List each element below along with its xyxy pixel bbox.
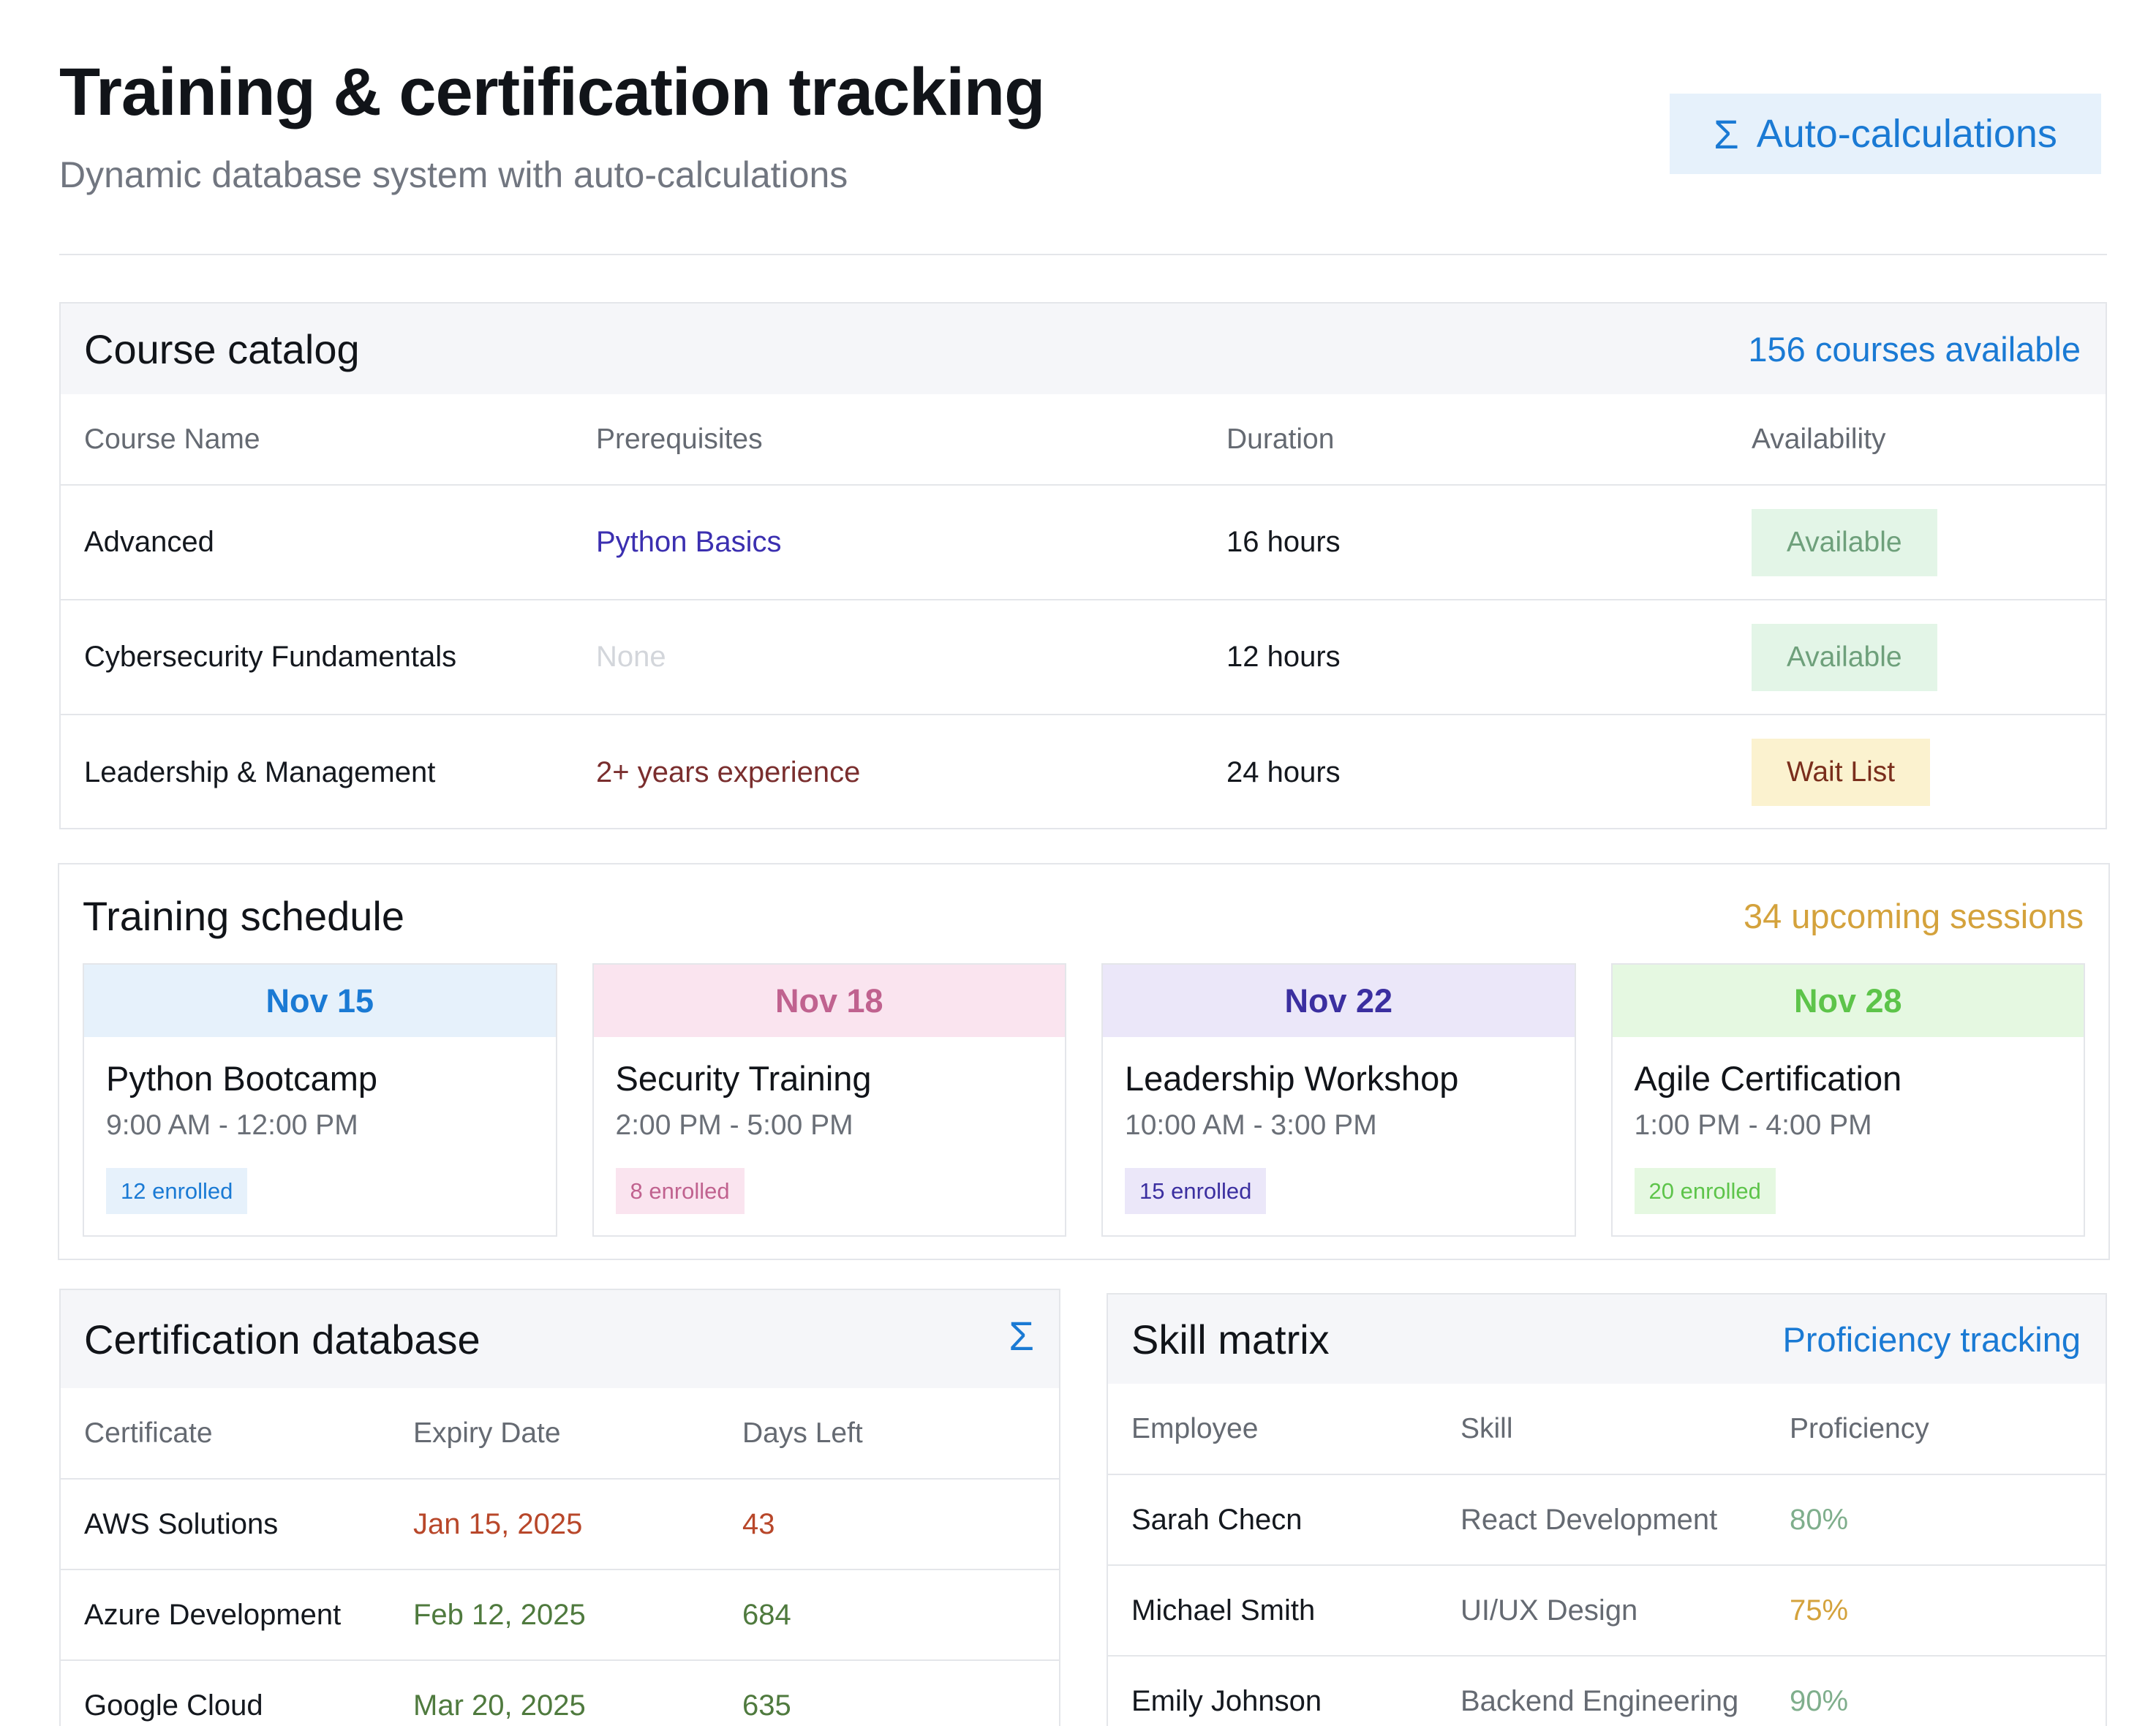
column-header-prerequisites[interactable]: Prerequisites — [596, 423, 763, 455]
page-header: Training & certification tracking Dynami… — [59, 54, 2107, 200]
session-cards: Nov 15 Python Bootcamp 9:00 AM - 12:00 P… — [83, 963, 2085, 1237]
certification-table: Certificate Expiry Date Days Left AWS So… — [61, 1388, 1059, 1726]
header-divider — [59, 254, 2107, 255]
status-badge[interactable]: Available — [1752, 623, 1937, 691]
course-catalog-header: Course catalog 156 courses available — [61, 304, 2106, 394]
session-date: Nov 15 — [84, 965, 556, 1037]
column-header-course-name[interactable]: Course Name — [84, 423, 260, 455]
table-row[interactable]: Google Cloud Mar 20, 2025 635 — [61, 1660, 1059, 1726]
skill-matrix-header: Skill matrix Proficiency tracking — [1108, 1294, 2106, 1384]
session-name: Leadership Workshop — [1125, 1059, 1459, 1098]
session-date: Nov 28 — [1612, 965, 2084, 1037]
proficiency-value: 80% — [1790, 1503, 1849, 1536]
skill-name: React Development — [1460, 1503, 1718, 1536]
status-badge[interactable]: Available — [1752, 508, 1937, 576]
enrolled-badge: 20 enrolled — [1634, 1168, 1776, 1214]
skill-table: Employee Skill Proficiency Sarah Checn R… — [1108, 1384, 2106, 1726]
session-time: 10:00 AM - 3:00 PM — [1125, 1109, 1377, 1141]
table-row[interactable]: Emily Johnson Backend Engineering 90% — [1108, 1656, 2106, 1726]
certificate-name: AWS Solutions — [84, 1507, 279, 1540]
column-header-skill[interactable]: Skill — [1460, 1412, 1513, 1444]
prerequisite-text: 2+ years experience — [596, 755, 861, 788]
prerequisite-text: None — [596, 641, 666, 673]
sigma-icon: Σ — [1714, 110, 1739, 157]
enrolled-badge: 12 enrolled — [106, 1168, 248, 1214]
course-catalog-title: Course catalog — [84, 325, 360, 372]
certificate-name: Azure Development — [84, 1598, 342, 1631]
employee-name: Michael Smith — [1131, 1594, 1316, 1627]
column-header-employee[interactable]: Employee — [1131, 1412, 1259, 1444]
table-row[interactable]: Advanced Python Basics 16 hours Availabl… — [61, 485, 2106, 600]
session-card[interactable]: Nov 28 Agile Certification 1:00 PM - 4:0… — [1610, 963, 2085, 1237]
expiry-date: Mar 20, 2025 — [413, 1689, 586, 1722]
column-header-certificate[interactable]: Certificate — [84, 1417, 213, 1449]
course-duration: 12 hours — [1226, 641, 1341, 673]
column-header-availability[interactable]: Availability — [1752, 423, 1886, 455]
training-schedule-title: Training schedule — [83, 892, 404, 939]
session-date: Nov 22 — [1103, 965, 1575, 1037]
sigma-icon[interactable]: Σ — [1009, 1312, 1034, 1359]
proficiency-tracking-link[interactable]: Proficiency tracking — [1782, 1319, 2081, 1359]
enrolled-badge: 15 enrolled — [1125, 1168, 1267, 1214]
session-name: Security Training — [615, 1059, 872, 1098]
column-header-proficiency[interactable]: Proficiency — [1790, 1412, 1929, 1444]
status-badge[interactable]: Wait List — [1752, 739, 1931, 806]
availability-cell: Available — [1728, 485, 2106, 600]
expiry-date: Jan 15, 2025 — [413, 1507, 583, 1540]
session-time: 2:00 PM - 5:00 PM — [615, 1109, 853, 1141]
column-header-expiry-date[interactable]: Expiry Date — [413, 1417, 561, 1449]
course-name: Advanced — [84, 526, 214, 558]
proficiency-value: 90% — [1790, 1685, 1849, 1717]
training-schedule-panel: Training schedule 34 upcoming sessions N… — [58, 863, 2110, 1260]
availability-cell: Wait List — [1728, 715, 2106, 829]
table-row[interactable]: Azure Development Feb 12, 2025 684 — [61, 1569, 1059, 1660]
prerequisite-link[interactable]: Python Basics — [596, 526, 782, 558]
session-card[interactable]: Nov 22 Leadership Workshop 10:00 AM - 3:… — [1101, 963, 1576, 1237]
table-row[interactable]: Sarah Checn React Development 80% — [1108, 1474, 2106, 1565]
upcoming-sessions-count[interactable]: 34 upcoming sessions — [1743, 896, 2084, 935]
session-time: 1:00 PM - 4:00 PM — [1634, 1109, 1872, 1141]
session-name: Python Bootcamp — [106, 1059, 377, 1098]
session-time: 9:00 AM - 12:00 PM — [106, 1109, 358, 1141]
course-table: Course Name Prerequisites Duration Avail… — [61, 394, 2106, 829]
table-row[interactable]: Leadership & Management 2+ years experie… — [61, 715, 2106, 829]
column-header-duration[interactable]: Duration — [1226, 423, 1335, 455]
table-row[interactable]: Michael Smith UI/UX Design 75% — [1108, 1565, 2106, 1656]
session-card[interactable]: Nov 18 Security Training 2:00 PM - 5:00 … — [592, 963, 1066, 1237]
course-name: Leadership & Management — [84, 755, 436, 788]
certification-database-header: Certification database Σ — [61, 1290, 1059, 1388]
skill-matrix-title: Skill matrix — [1131, 1316, 1330, 1363]
session-name: Agile Certification — [1634, 1059, 1902, 1098]
course-name: Cybersecurity Fundamentals — [84, 641, 457, 673]
certificate-name: Google Cloud — [84, 1689, 263, 1722]
column-header-days-left[interactable]: Days Left — [742, 1417, 863, 1449]
page-title: Training & certification tracking — [59, 55, 1045, 129]
skill-name: UI/UX Design — [1460, 1594, 1638, 1627]
table-row[interactable]: Cybersecurity Fundamentals None 12 hours… — [61, 600, 2106, 715]
auto-calculations-label: Auto-calculations — [1756, 112, 2057, 156]
days-left: 684 — [742, 1598, 791, 1631]
expiry-date: Feb 12, 2025 — [413, 1598, 586, 1631]
certification-database-title: Certification database — [84, 1316, 480, 1363]
table-row[interactable]: AWS Solutions Jan 15, 2025 43 — [61, 1479, 1059, 1569]
employee-name: Emily Johnson — [1131, 1685, 1322, 1717]
session-date: Nov 18 — [593, 965, 1065, 1037]
employee-name: Sarah Checn — [1131, 1503, 1303, 1536]
training-schedule-header: Training schedule 34 upcoming sessions — [83, 886, 2084, 945]
course-catalog-panel: Course catalog 156 courses available Cou… — [59, 302, 2107, 829]
session-card[interactable]: Nov 15 Python Bootcamp 9:00 AM - 12:00 P… — [83, 963, 557, 1237]
days-left: 43 — [742, 1507, 775, 1540]
availability-cell: Available — [1728, 600, 2106, 715]
course-duration: 24 hours — [1226, 755, 1341, 788]
page-subtitle: Dynamic database system with auto-calcul… — [59, 154, 848, 195]
days-left: 635 — [742, 1689, 791, 1722]
course-duration: 16 hours — [1226, 526, 1341, 558]
courses-count[interactable]: 156 courses available — [1748, 329, 2081, 369]
skill-name: Backend Engineering — [1460, 1685, 1739, 1717]
skill-matrix-panel: Skill matrix Proficiency tracking Employ… — [1107, 1293, 2107, 1726]
proficiency-value: 75% — [1790, 1594, 1849, 1627]
certification-database-panel: Certification database Σ Certificate Exp… — [59, 1289, 1060, 1726]
enrolled-badge: 8 enrolled — [615, 1168, 745, 1214]
auto-calculations-button[interactable]: Σ Auto-calculations — [1670, 94, 2101, 174]
